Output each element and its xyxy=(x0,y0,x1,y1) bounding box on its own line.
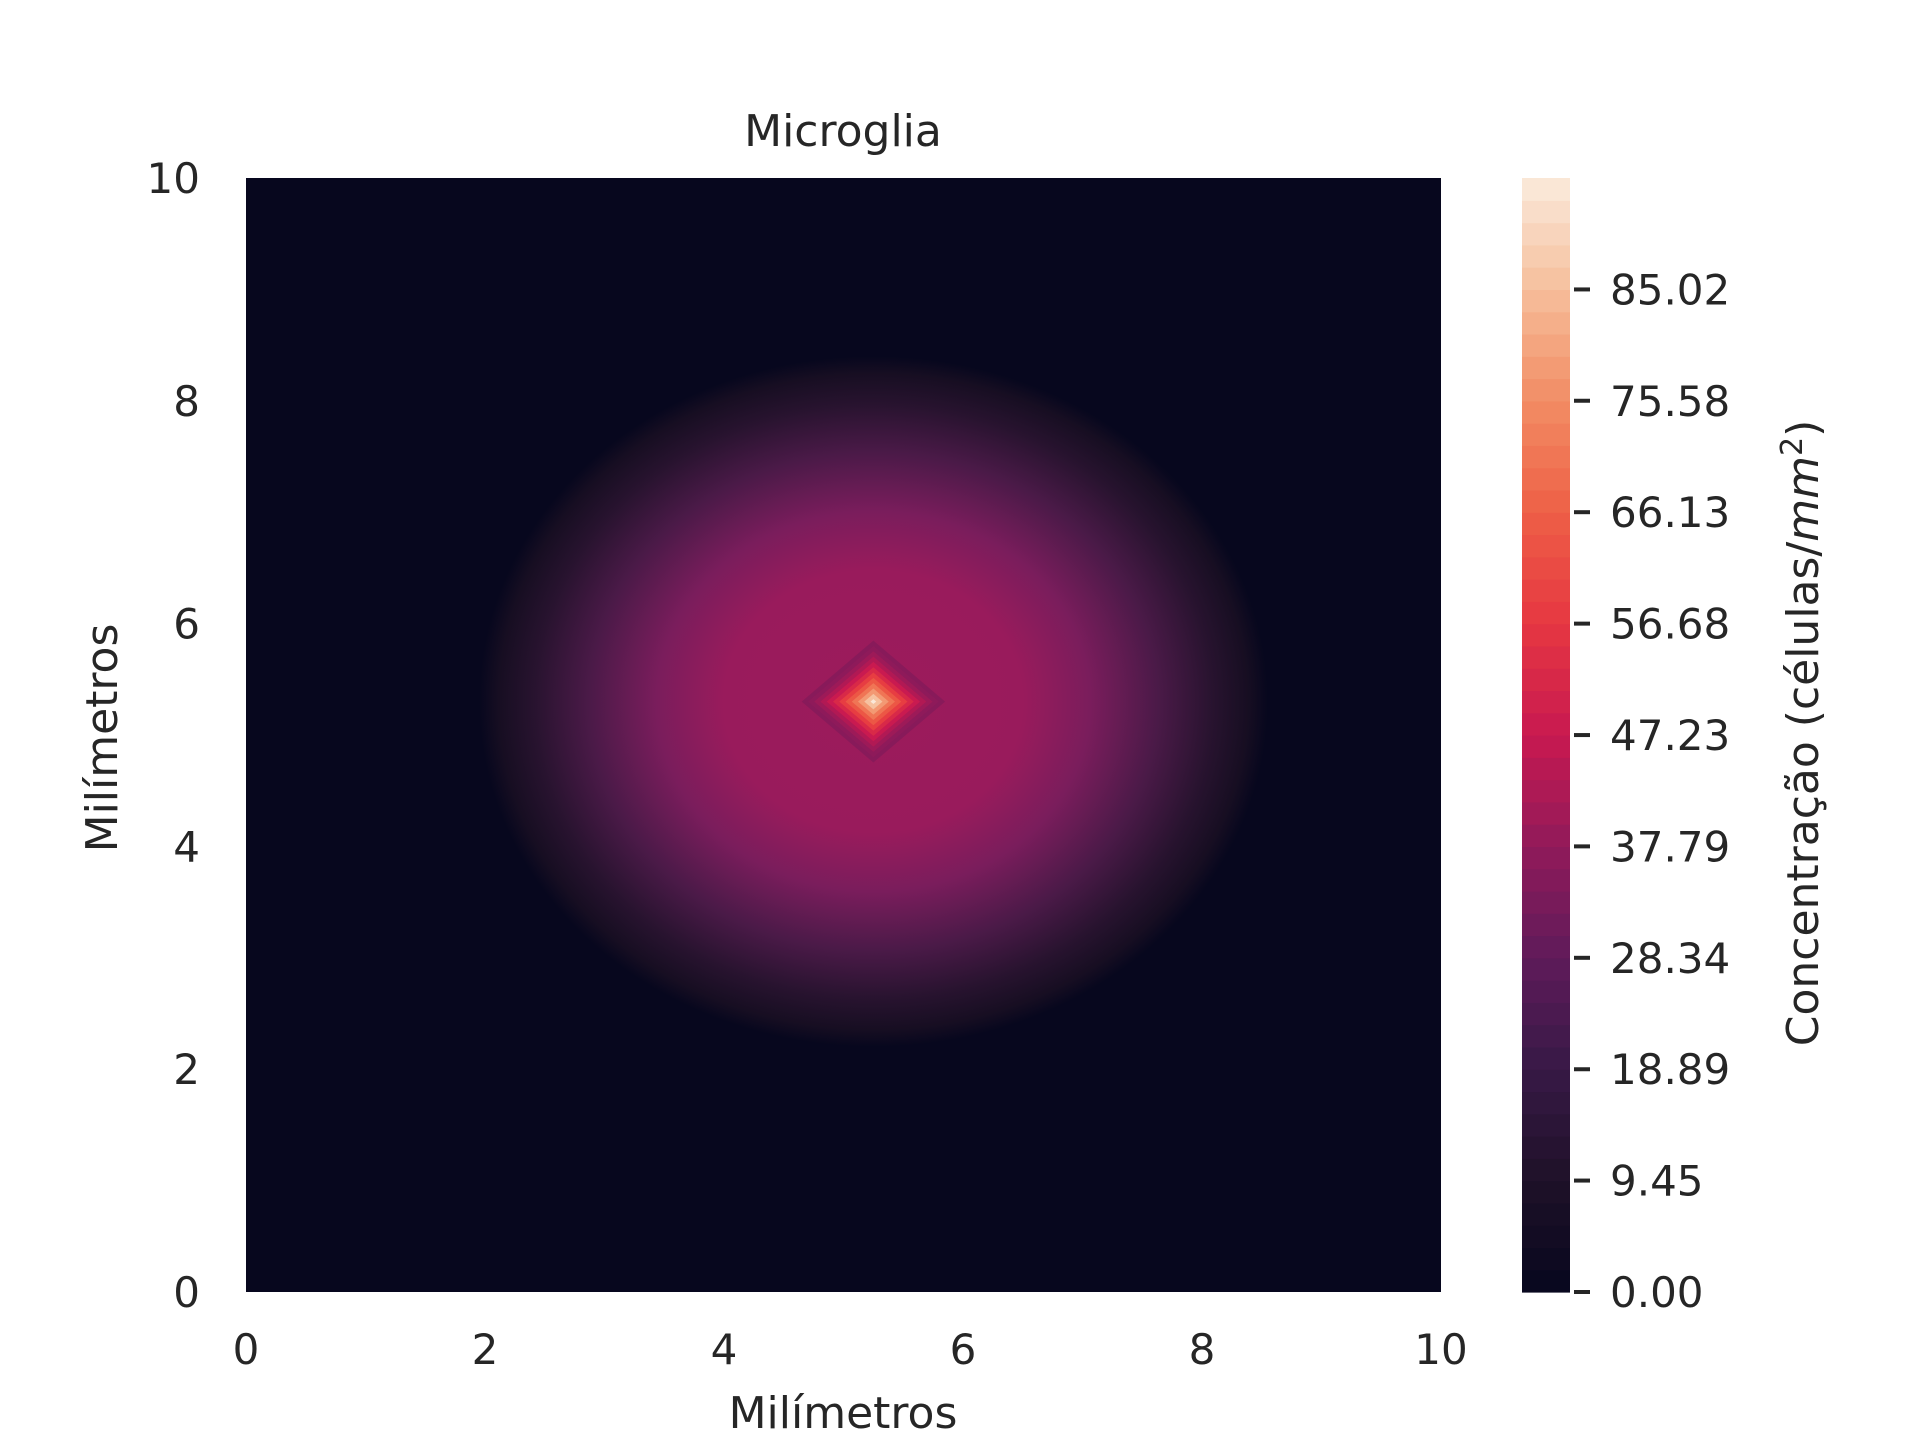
x-tick-label: 2 xyxy=(472,1325,499,1374)
colorbar-band xyxy=(1522,333,1570,357)
colorbar-band xyxy=(1522,1225,1570,1249)
colorbar-band xyxy=(1522,289,1570,313)
colorbar-band xyxy=(1522,801,1570,825)
x-axis-ticks: 0 2 4 6 8 10 xyxy=(233,1325,1468,1374)
colorbar-band xyxy=(1522,222,1570,246)
colorbar-band xyxy=(1522,267,1570,290)
y-tick-label: 10 xyxy=(147,154,200,203)
colorbar-tick-label: 47.23 xyxy=(1610,711,1730,760)
colorbar-band xyxy=(1522,690,1570,714)
colorbar-band xyxy=(1522,846,1570,870)
colorbar-band xyxy=(1522,1069,1570,1093)
x-tick-label: 4 xyxy=(711,1325,738,1374)
colorbar-band xyxy=(1522,1136,1570,1159)
x-tick-label: 8 xyxy=(1189,1325,1216,1374)
x-axis-label: Milímetros xyxy=(729,1388,958,1439)
peak-contour xyxy=(870,699,877,705)
colorbar-tick-label: 9.45 xyxy=(1610,1157,1704,1206)
colorbar-band xyxy=(1522,489,1570,513)
colorbar-band xyxy=(1522,534,1570,558)
colorbar-band xyxy=(1522,423,1570,446)
colorbar-band xyxy=(1522,512,1570,536)
colorbar-band xyxy=(1522,957,1570,981)
colorbar-band xyxy=(1522,244,1570,268)
colorbar-tick-label: 66.13 xyxy=(1610,488,1730,537)
colorbar-band xyxy=(1522,1158,1570,1182)
colorbar-tick-label: 37.79 xyxy=(1610,822,1730,871)
colorbar-band xyxy=(1522,1180,1570,1204)
x-tick-label: 10 xyxy=(1414,1325,1467,1374)
colorbar-band xyxy=(1522,556,1570,580)
colorbar-tick-label: 18.89 xyxy=(1610,1045,1730,1094)
y-axis-label: Milímetros xyxy=(77,624,128,853)
colorbar-band xyxy=(1522,311,1570,335)
x-tick-label: 0 xyxy=(233,1325,260,1374)
y-axis-ticks: 0 2 4 6 8 10 xyxy=(147,154,200,1317)
colorbar-band xyxy=(1522,668,1570,692)
colorbar-band xyxy=(1522,200,1570,224)
colorbar-band xyxy=(1522,890,1570,914)
colorbar-band xyxy=(1522,1269,1570,1293)
y-tick-label: 2 xyxy=(173,1045,200,1094)
chart-title: Microglia xyxy=(744,106,942,157)
colorbar-band xyxy=(1522,467,1570,491)
colorbar-band xyxy=(1522,824,1570,847)
colorbar-band xyxy=(1522,445,1570,469)
colorbar-band xyxy=(1522,868,1570,892)
colorbar-band xyxy=(1522,645,1570,669)
colorbar-band xyxy=(1522,1024,1570,1048)
colorbar-band xyxy=(1522,1202,1570,1226)
colorbar-band xyxy=(1522,623,1570,647)
colorbar-band xyxy=(1522,1091,1570,1115)
colorbar-band xyxy=(1522,400,1570,424)
colorbar-band xyxy=(1522,1113,1570,1137)
x-tick-label: 6 xyxy=(950,1325,977,1374)
colorbar-band xyxy=(1522,601,1570,625)
colorbar-band xyxy=(1522,1247,1570,1271)
y-tick-label: 4 xyxy=(173,822,200,871)
colorbar-band xyxy=(1522,935,1570,959)
colorbar-band xyxy=(1522,779,1570,803)
colorbar-band xyxy=(1522,712,1570,736)
colorbar-label: Concentração (células/mm2) xyxy=(1775,420,1829,1047)
heatmap-field xyxy=(479,356,1268,1047)
colorbar-tick-label: 75.58 xyxy=(1610,377,1730,426)
colorbar-tick-label: 28.34 xyxy=(1610,934,1730,983)
colorbar-bands xyxy=(1522,178,1570,1293)
colorbar-tick-label: 85.02 xyxy=(1610,265,1730,314)
y-tick-label: 8 xyxy=(173,377,200,426)
colorbar-band xyxy=(1522,1046,1570,1070)
colorbar-band xyxy=(1522,356,1570,380)
colorbar-band xyxy=(1522,913,1570,937)
colorbar-band xyxy=(1522,757,1570,781)
y-tick-label: 0 xyxy=(173,1268,200,1317)
colorbar: 0.00 9.45 18.89 28.34 37.79 47.23 56.68 66.13 75… xyxy=(1522,178,1730,1317)
colorbar-band xyxy=(1522,579,1570,602)
colorbar-band xyxy=(1522,1002,1570,1026)
colorbar-band xyxy=(1522,378,1570,402)
colorbar-band xyxy=(1522,980,1570,1003)
plot-area xyxy=(246,178,1441,1292)
colorbar-band xyxy=(1522,178,1570,201)
colorbar-tick-label: 0.00 xyxy=(1610,1268,1704,1317)
colorbar-tick-label: 56.68 xyxy=(1610,600,1730,649)
y-tick-label: 6 xyxy=(173,600,200,649)
colorbar-ticks: 0.00 9.45 18.89 28.34 37.79 47.23 56.68 66.13 75… xyxy=(1574,265,1730,1317)
colorbar-band xyxy=(1522,735,1570,758)
